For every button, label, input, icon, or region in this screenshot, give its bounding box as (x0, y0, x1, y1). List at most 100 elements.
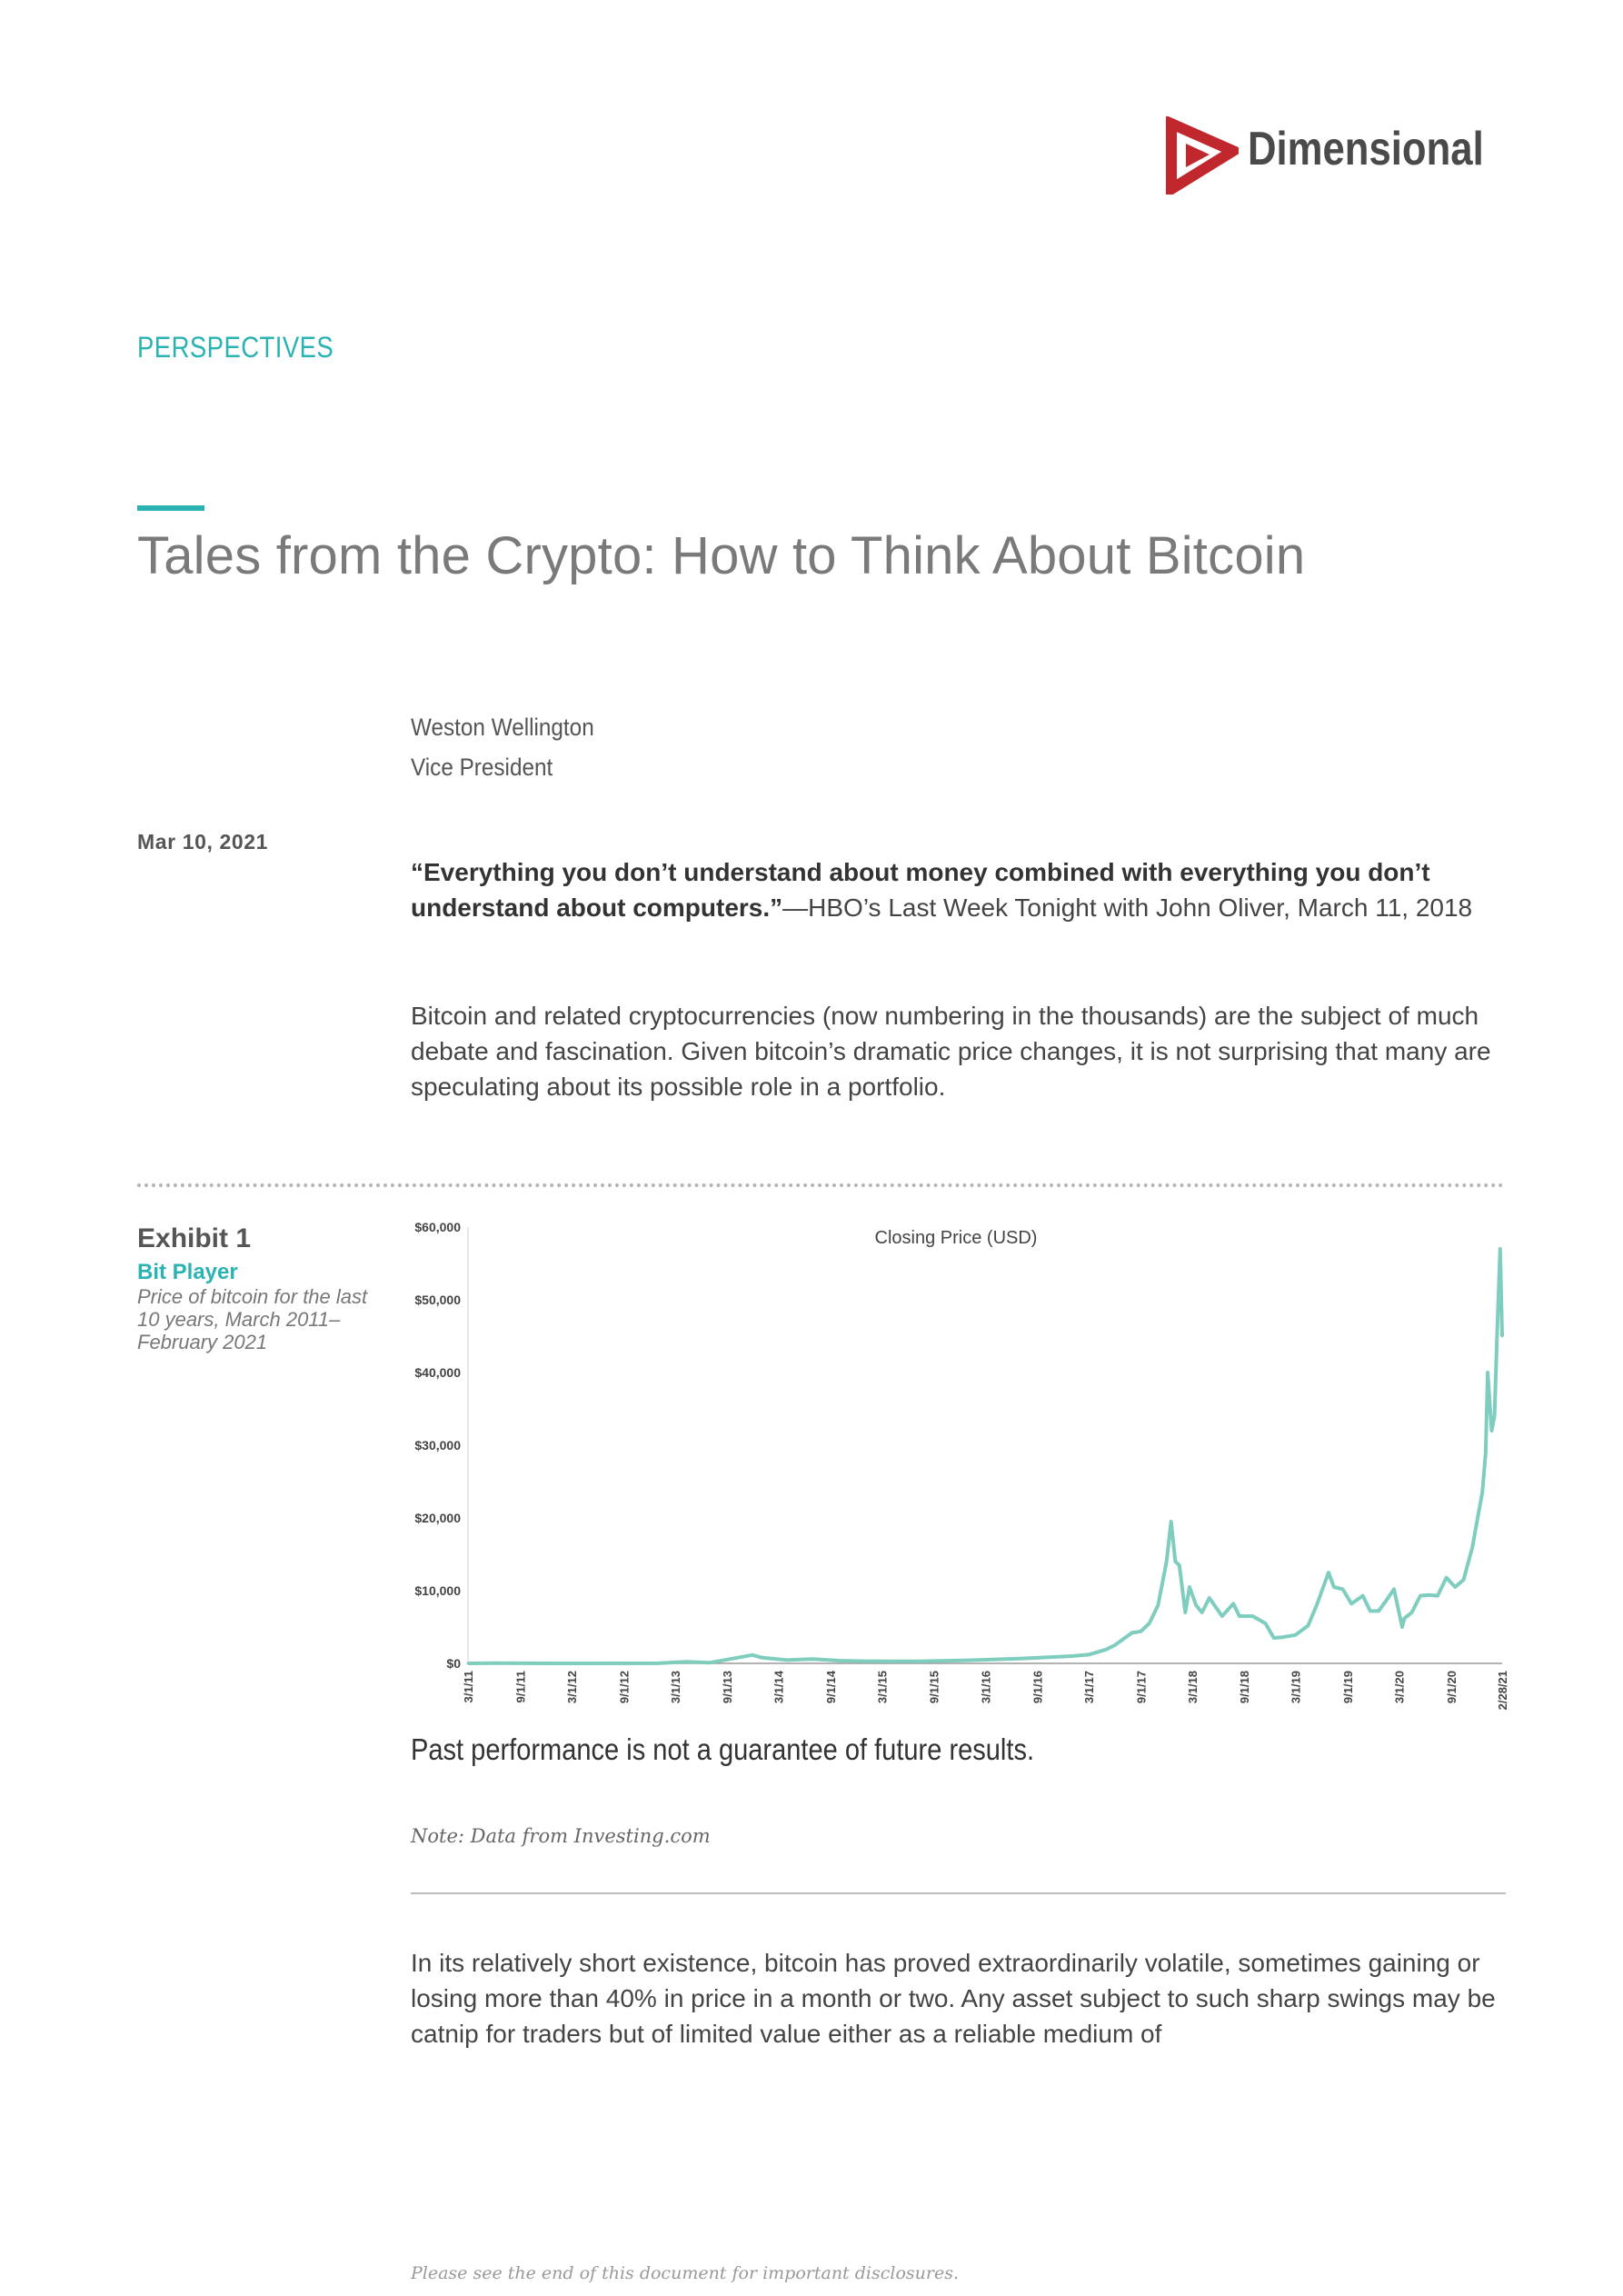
price-point (1315, 1603, 1319, 1607)
price-point (684, 1660, 688, 1663)
price-point (1113, 1643, 1117, 1647)
y-tick-label: $30,000 (414, 1438, 461, 1452)
price-point (1188, 1585, 1191, 1589)
price-point (1294, 1633, 1297, 1637)
x-tick-label: 3/1/15 (875, 1671, 889, 1703)
x-tick-label: 9/1/13 (721, 1671, 734, 1703)
x-tick-label: 9/1/12 (617, 1671, 631, 1703)
x-tick-label: 9/1/17 (1134, 1671, 1148, 1703)
price-point (1220, 1614, 1224, 1618)
x-tick-label: 3/1/14 (772, 1670, 786, 1703)
price-point (1139, 1630, 1142, 1633)
x-tick-label: 3/1/17 (1082, 1671, 1096, 1703)
exhibit-description: Price of bitcoin for the last 10 years, … (137, 1285, 368, 1353)
title-accent-bar (137, 505, 204, 511)
price-point (1499, 1247, 1502, 1251)
x-tick-label: 9/1/16 (1031, 1671, 1045, 1703)
x-tick-label: 3/1/16 (979, 1671, 992, 1703)
price-point (1436, 1594, 1439, 1598)
price-point (751, 1653, 754, 1657)
price-point (1462, 1578, 1466, 1582)
price-point (1231, 1602, 1235, 1605)
x-tick-label: 3/1/12 (565, 1671, 579, 1703)
x-tick-label: 9/1/19 (1341, 1671, 1355, 1703)
price-point (863, 1660, 867, 1663)
price-point (760, 1656, 763, 1660)
performance-disclaimer: Past performance is not a guarantee of f… (411, 1732, 1035, 1766)
price-point (1200, 1611, 1204, 1614)
price-point (1403, 1616, 1406, 1620)
dotted-divider (137, 1183, 1504, 1187)
price-point (1238, 1614, 1241, 1618)
x-tick-label: 9/1/11 (513, 1671, 527, 1702)
quote-text: “Everything you don’t understand about m… (411, 858, 1430, 922)
price-series-points (466, 1247, 1504, 1665)
dimensional-logo-icon (1166, 115, 1245, 199)
epigraph-quote: “Everything you don’t understand about m… (411, 854, 1538, 925)
publication-date: Mar 10, 2021 (137, 830, 269, 854)
price-point (708, 1661, 712, 1664)
price-point (1327, 1571, 1330, 1574)
price-point (1272, 1636, 1276, 1640)
y-tick-label: $60,000 (414, 1220, 461, 1234)
y-tick-label: $10,000 (414, 1583, 461, 1598)
price-point (494, 1662, 498, 1665)
price-point (1392, 1587, 1396, 1591)
x-tick-label: 9/1/14 (824, 1670, 838, 1703)
y-tick-labels: $0 $10,000 $20,000 $30,000 $40,000 $50,000 $60… (414, 1220, 461, 1671)
price-point (1104, 1648, 1108, 1652)
price-point (1178, 1563, 1181, 1567)
price-point (1070, 1654, 1074, 1658)
price-point (1480, 1491, 1484, 1494)
price-point (1500, 1334, 1504, 1338)
price-point (837, 1659, 841, 1662)
price-point (967, 1659, 971, 1662)
price-point (1361, 1594, 1365, 1598)
x-tick-label: 3/1/13 (669, 1671, 682, 1703)
price-point (1349, 1602, 1353, 1605)
price-point (1264, 1622, 1267, 1625)
exhibit-title: Bit Player (137, 1260, 238, 1284)
x-tick-label: 9/1/20 (1445, 1671, 1459, 1703)
price-point (1384, 1599, 1388, 1602)
price-point (1281, 1635, 1284, 1639)
section-label: PERSPECTIVES (137, 331, 334, 364)
x-tick-label: 9/1/18 (1238, 1671, 1251, 1703)
price-point (1130, 1631, 1134, 1634)
chart-title: Closing Price (USD) (875, 1228, 1038, 1248)
author-block: Weston Wellington Vice President (411, 707, 594, 787)
price-point (553, 1662, 556, 1665)
price-point (1410, 1611, 1414, 1614)
price-point (1377, 1609, 1380, 1612)
author-role: Vice President (411, 754, 553, 781)
dimensional-logo: Dimensional (1166, 115, 1493, 199)
intro-paragraph: Bitcoin and related cryptocurrencies (no… (411, 1002, 1491, 1101)
price-point (1173, 1560, 1177, 1563)
price-point (1194, 1603, 1198, 1607)
price-point (1445, 1576, 1449, 1580)
price-point (1453, 1585, 1457, 1589)
page-title: Tales from the Crypto: How to Think Abou… (137, 526, 1306, 585)
data-source-note: Note: Data from Investing.com (411, 1825, 711, 1847)
price-point (1307, 1623, 1309, 1627)
price-point (1156, 1603, 1160, 1607)
price-point (1428, 1593, 1431, 1597)
price-point (1018, 1657, 1021, 1661)
y-tick-label: $0 (446, 1656, 461, 1671)
x-tick-label: 3/1/20 (1393, 1671, 1407, 1703)
x-tick-label: 3/1/19 (1289, 1671, 1303, 1703)
price-point (1332, 1585, 1336, 1589)
price-point (1170, 1520, 1173, 1523)
x-tick-label: 3/1/11 (462, 1671, 475, 1702)
price-point (812, 1657, 814, 1661)
x-tick-label: 3/1/18 (1186, 1671, 1200, 1703)
price-point (1475, 1520, 1479, 1523)
price-point (1148, 1622, 1151, 1625)
section-rule (411, 1892, 1506, 1894)
bitcoin-price-chart: Closing Price (USD) $0 $10,000 $20,000 $30,… (414, 1220, 1509, 1710)
price-series-line (467, 1247, 1504, 1665)
price-point (1495, 1334, 1499, 1338)
price-point (914, 1660, 918, 1663)
price-point (1400, 1625, 1404, 1629)
author-name: Weston Wellington (411, 714, 594, 741)
